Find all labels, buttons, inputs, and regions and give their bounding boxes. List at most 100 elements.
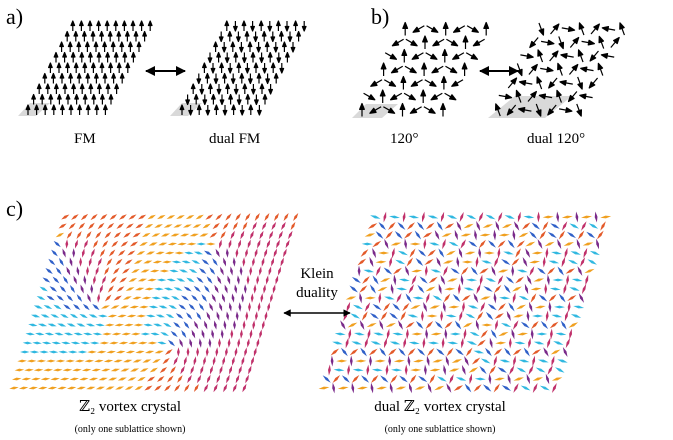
spin-arrow (92, 63, 96, 73)
spin-needle (259, 231, 263, 240)
spin-needle (239, 366, 242, 375)
spin-needle (75, 360, 84, 363)
spin-needle (429, 305, 440, 308)
spin-needle (534, 279, 545, 282)
spin-needle (512, 286, 522, 291)
spin-arrow (225, 53, 229, 63)
spin-needle (167, 215, 176, 219)
spin-needle (252, 222, 257, 230)
spin-needle (451, 268, 460, 274)
spin-needle (262, 257, 265, 266)
spin-needle (166, 314, 174, 318)
spin-needle (56, 295, 64, 301)
spin-arrow (266, 74, 270, 84)
spin-needle (466, 215, 476, 219)
spin-needle (232, 356, 235, 365)
spin-needle (365, 302, 370, 312)
spin-needle (504, 285, 511, 294)
spin-needle (184, 384, 189, 392)
spin-needle (573, 306, 584, 309)
spin-needle (42, 342, 51, 345)
spin-arrow (86, 105, 90, 115)
spin-arrow (215, 105, 219, 115)
spin-needle (226, 248, 229, 257)
spin-needle (415, 386, 425, 389)
spin-needle (418, 249, 426, 256)
spin-needle (219, 302, 222, 311)
spin-needle (494, 348, 502, 355)
spin-arrow (297, 32, 301, 42)
spin-needle (93, 333, 102, 336)
spin-needle (516, 305, 526, 310)
spin-needle (160, 270, 170, 273)
spin-arrow (286, 53, 290, 63)
spin-needle (371, 375, 378, 383)
spin-needle (128, 342, 137, 345)
spin-needle (77, 387, 86, 390)
spin-needle (546, 311, 549, 322)
spin-needle (257, 338, 260, 347)
spin-needle (522, 222, 530, 229)
spin-needle (48, 324, 57, 327)
spin-needle (515, 248, 521, 257)
spin-needle (105, 387, 114, 390)
spin-arrow (268, 53, 272, 63)
spin-needle (467, 341, 477, 345)
spin-arrow (234, 53, 238, 63)
panel-b-letter: b) (371, 4, 389, 29)
spin-arrow (148, 21, 152, 31)
spin-needle (222, 293, 225, 302)
spin-needle (357, 259, 366, 266)
spin-arrow (80, 21, 84, 31)
spin-arrow (248, 42, 252, 52)
spin-needle (97, 351, 106, 354)
spin-needle (386, 365, 389, 376)
spin-needle (66, 267, 70, 276)
spin-needle (576, 212, 579, 223)
spin-needle (145, 351, 154, 354)
spin-arrow (74, 32, 78, 42)
spin-arrow (115, 84, 119, 94)
spin-needle (424, 259, 433, 265)
spin-needle (366, 365, 369, 376)
spin-arrow (123, 21, 127, 31)
spin-needle (365, 297, 376, 300)
spin-needle (101, 305, 110, 308)
spin-needle (442, 338, 445, 349)
spin-needle (176, 278, 185, 281)
spin-needle (86, 387, 95, 390)
spin-needle (267, 302, 270, 311)
spin-needle (256, 275, 259, 284)
spin-needle (177, 243, 186, 246)
spin-needle (445, 223, 455, 229)
spin-needle (498, 270, 509, 273)
panel-c-duality-label-line1: Klein (300, 266, 334, 282)
spin-needle (479, 240, 486, 248)
spin-needle (495, 342, 506, 345)
spin-needle (406, 293, 412, 302)
spin-needle (559, 294, 566, 303)
spin-arrow (228, 32, 232, 42)
spin-needle (250, 231, 254, 240)
spin-needle (80, 342, 89, 345)
spin-needle (577, 266, 582, 276)
spin-needle (145, 288, 154, 291)
spin-needle (220, 267, 224, 276)
spin-needle (531, 329, 534, 340)
spin-needle (214, 285, 218, 293)
spin-arrow (445, 93, 456, 100)
spin-arrow (219, 32, 223, 42)
spin-needle (200, 366, 203, 375)
spin-needle (570, 251, 580, 254)
spin-needle (544, 284, 547, 295)
spin-needle (564, 284, 567, 295)
spin-needle (233, 257, 236, 266)
spin-needle (190, 234, 199, 237)
spin-needle (143, 324, 152, 327)
spin-needle (587, 259, 597, 264)
spin-needle (214, 320, 217, 329)
spin-needle (112, 333, 121, 336)
spin-needle (455, 230, 458, 241)
panel-c-right-note: (only one sublattice shown) (385, 424, 496, 435)
spin-needle (533, 377, 543, 380)
